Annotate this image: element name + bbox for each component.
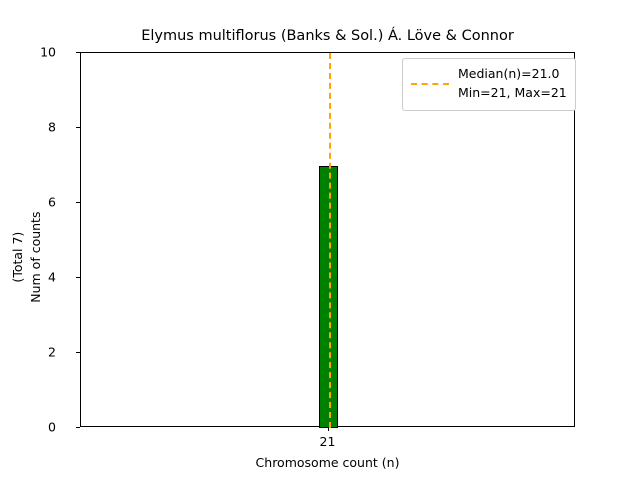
y-tick-label: 2 [48, 344, 56, 360]
y-tick-mark [76, 352, 80, 353]
x-tick-label: 21 [319, 434, 336, 449]
y-tick-mark [76, 52, 80, 53]
chart-title: Elymus multiflorus (Banks & Sol.) Á. Löv… [141, 28, 514, 44]
legend: Median(n)=21.0 Min=21, Max=21 [402, 58, 576, 111]
y-tick-label: 4 [48, 269, 56, 285]
y-tick-label: 8 [48, 119, 56, 135]
legend-entry: Median(n)=21.0 Min=21, Max=21 [411, 65, 567, 103]
x-tick-mark [327, 427, 329, 431]
y-tick-label: 10 [40, 44, 56, 60]
legend-label-line2: Min=21, Max=21 [458, 84, 567, 100]
y-tick-label: 0 [48, 419, 56, 435]
legend-label: Median(n)=21.0 Min=21, Max=21 [458, 65, 567, 103]
y-axis-label-main: Num of counts [28, 211, 43, 303]
legend-dashed-line-icon [411, 78, 449, 90]
y-tick-mark [76, 202, 80, 203]
y-tick-mark [76, 127, 80, 128]
x-axis-label: Chromosome count (n) [255, 455, 400, 470]
bar [318, 165, 339, 428]
median-line-annotation [328, 53, 331, 428]
y-tick-label: 6 [48, 194, 56, 210]
plot-area [80, 52, 575, 428]
y-tick-mark [76, 277, 80, 278]
y-tick-mark [76, 427, 80, 428]
